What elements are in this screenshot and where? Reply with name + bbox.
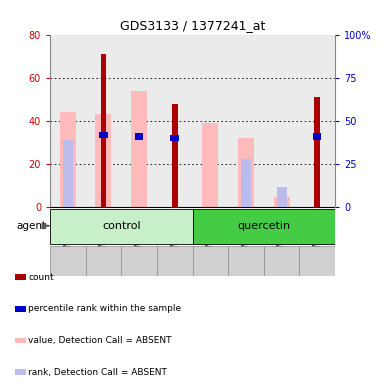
Bar <box>99 132 108 138</box>
Bar <box>131 91 147 207</box>
Bar <box>15 275 26 280</box>
Bar <box>192 246 228 276</box>
Bar <box>192 209 335 244</box>
Bar <box>228 246 264 276</box>
Bar <box>276 187 286 207</box>
Bar <box>238 138 254 207</box>
Bar <box>157 246 192 276</box>
Bar <box>15 369 26 375</box>
Bar <box>95 114 112 207</box>
Bar <box>135 133 143 140</box>
Bar <box>85 246 121 276</box>
Bar <box>50 246 85 276</box>
Text: rank, Detection Call = ABSENT: rank, Detection Call = ABSENT <box>28 368 167 377</box>
Bar <box>50 209 192 244</box>
Text: value, Detection Call = ABSENT: value, Detection Call = ABSENT <box>28 336 172 345</box>
Bar <box>172 104 177 207</box>
Bar <box>63 140 73 207</box>
Bar <box>15 306 26 312</box>
Bar <box>121 246 157 276</box>
Bar <box>202 123 218 207</box>
Text: percentile rank within the sample: percentile rank within the sample <box>28 305 181 313</box>
Bar <box>100 54 106 207</box>
Bar <box>273 197 290 207</box>
Bar <box>314 97 320 207</box>
Bar <box>241 159 251 207</box>
Bar <box>313 133 321 140</box>
Text: agent: agent <box>17 221 47 231</box>
Bar <box>15 338 26 343</box>
Text: quercetin: quercetin <box>237 221 290 231</box>
Bar <box>264 246 300 276</box>
Bar <box>300 246 335 276</box>
Bar <box>171 135 179 141</box>
Bar <box>60 113 76 207</box>
Text: control: control <box>102 221 141 231</box>
Text: count: count <box>28 273 54 282</box>
Title: GDS3133 / 1377241_at: GDS3133 / 1377241_at <box>120 19 265 32</box>
